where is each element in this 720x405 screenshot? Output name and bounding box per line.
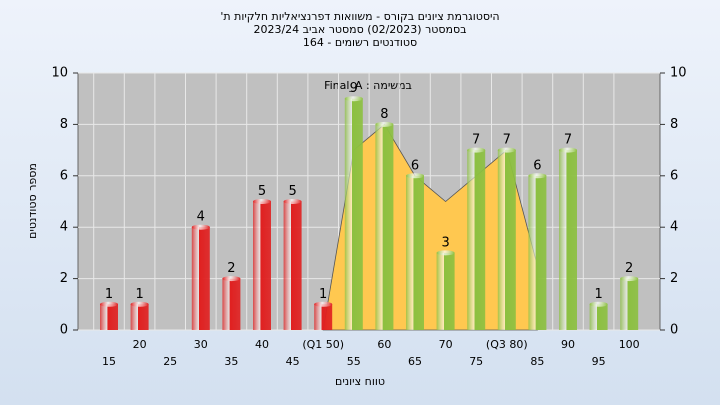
- x-tick-label: 100: [619, 338, 640, 351]
- x-tick-label: (Q1 50): [302, 338, 344, 351]
- bar-cap: [314, 301, 333, 307]
- data-label: 7: [564, 133, 572, 148]
- bar: [344, 98, 363, 330]
- bar-cap: [620, 276, 639, 282]
- bar-cap: [130, 301, 149, 307]
- data-label: 1: [105, 287, 113, 302]
- data-label: 4: [197, 210, 205, 225]
- bar: [497, 150, 516, 330]
- x-tick-label: 85: [530, 355, 544, 368]
- bar-cap: [528, 173, 547, 179]
- y2-tick-label: 4: [670, 220, 678, 235]
- y-tick-label: 2: [60, 271, 68, 286]
- data-label: 8: [380, 107, 388, 122]
- bar-cap: [375, 121, 394, 127]
- y-tick-label: 10: [51, 66, 68, 81]
- data-label: 2: [625, 261, 633, 276]
- bar-cap: [559, 147, 577, 153]
- x-axis-label: טווח ציונים: [335, 375, 385, 388]
- x-tick-label: 90: [561, 338, 575, 351]
- bar: [375, 124, 394, 331]
- x-tick-label: 25: [163, 355, 177, 368]
- data-label: 1: [319, 287, 327, 302]
- bar: [436, 252, 455, 330]
- x-tick-label: 30: [194, 338, 208, 351]
- chart-subtitle: סטודנטים רשומים - 164: [303, 36, 417, 49]
- data-label: 6: [411, 158, 419, 173]
- y2-tick-label: 0: [670, 323, 678, 338]
- x-tick-label: 75: [469, 355, 483, 368]
- x-tick-label: 35: [224, 355, 238, 368]
- data-label: 3: [441, 235, 449, 250]
- data-label: 5: [258, 184, 266, 199]
- bar-cap: [406, 173, 424, 179]
- data-label: 7: [472, 133, 480, 148]
- bar-cap: [253, 199, 271, 204]
- data-label: 1: [135, 287, 143, 302]
- x-tick-label: 55: [347, 355, 361, 368]
- x-tick-label: 20: [133, 338, 147, 351]
- y-tick-label: 0: [60, 323, 68, 338]
- bar-cap: [344, 96, 363, 102]
- data-label: 1: [594, 287, 602, 302]
- bar-cap: [222, 276, 241, 282]
- y2-tick-label: 8: [670, 117, 678, 132]
- x-tick-label: 70: [439, 338, 453, 351]
- bar-cap: [497, 147, 516, 153]
- chart-subtitle: בסמסטר (02/2023) סמסטר אביב 2023/24: [253, 23, 466, 36]
- bar: [467, 150, 486, 330]
- x-tick-label: 45: [286, 355, 300, 368]
- bar: [528, 175, 547, 330]
- x-tick-label: 40: [255, 338, 269, 351]
- data-label: 5: [288, 184, 296, 199]
- bar: [406, 175, 424, 330]
- bar-cap: [467, 147, 486, 153]
- y2-tick-label: 2: [670, 271, 678, 286]
- bar-cap: [100, 301, 118, 307]
- annotation: במשימה : Final_A: [324, 79, 412, 92]
- y-axis-label: מספר סטודנטים: [26, 163, 39, 239]
- x-tick-label: (Q3 80): [486, 338, 528, 351]
- bar: [100, 304, 118, 330]
- bar: [559, 150, 577, 330]
- bar-cap: [283, 199, 302, 204]
- chart-title: היסטוגרמת ציונים בקורס - משוואות דפרנציא…: [220, 10, 499, 23]
- x-tick-label: 60: [377, 338, 391, 351]
- y-tick-label: 8: [60, 117, 68, 132]
- bar: [191, 227, 210, 330]
- y-tick-label: 6: [60, 168, 68, 183]
- x-tick-label: 15: [102, 355, 116, 368]
- bar: [253, 201, 271, 330]
- y2-tick-label: 10: [670, 66, 687, 81]
- y-tick-label: 4: [60, 220, 68, 235]
- bar: [620, 278, 639, 330]
- bar-cap: [436, 250, 455, 256]
- data-label: 7: [503, 133, 511, 148]
- data-label: 2: [227, 261, 235, 276]
- bar-cap: [191, 224, 210, 230]
- y2-tick-label: 6: [670, 168, 678, 183]
- data-label: 6: [533, 158, 541, 173]
- bar: [314, 304, 333, 330]
- x-tick-label: 65: [408, 355, 422, 368]
- bar: [130, 304, 149, 330]
- data-label: 9: [350, 81, 358, 96]
- bar: [222, 278, 241, 330]
- bar: [283, 201, 302, 330]
- x-tick-label: 95: [592, 355, 606, 368]
- bar: [589, 304, 608, 330]
- bar-cap: [589, 301, 608, 307]
